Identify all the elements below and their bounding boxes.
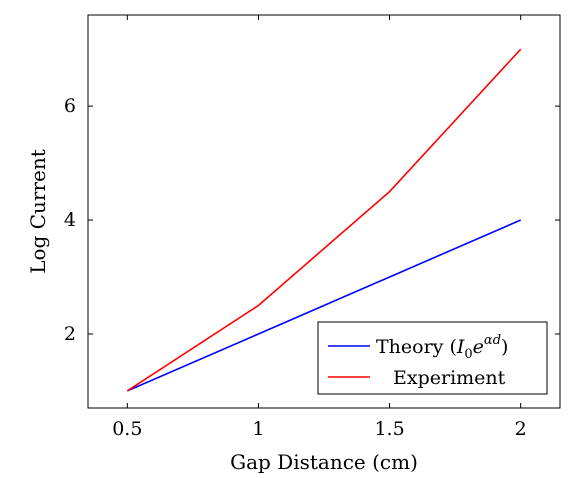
x-tick-label: 1 — [252, 418, 264, 440]
y-tick-label: 6 — [64, 95, 76, 117]
plot-frame — [87, 14, 561, 409]
x-tick-label: 0.5 — [112, 418, 142, 440]
y-tick-label: 4 — [64, 209, 76, 231]
y-tick-label: 2 — [64, 323, 76, 345]
legend-box — [317, 321, 548, 395]
series-line-theory — [126, 219, 522, 392]
legend-label-theory: Theory (I0eαd) — [376, 333, 508, 362]
series-lines — [126, 48, 522, 392]
legend-label-experiment: Experiment — [393, 367, 506, 389]
x-tick-label: 1.5 — [374, 418, 404, 440]
series-line-experiment — [126, 48, 522, 392]
y-axis-label: Log Current — [26, 149, 50, 274]
x-axis-label: Gap Distance (cm) — [230, 450, 418, 474]
plot-area — [87, 14, 561, 409]
axis-ticks: 0.5 1 1.5 2 2 4 6 — [64, 15, 560, 440]
legend: Theory (I0eαd) Experiment — [317, 321, 548, 395]
x-tick-label: 2 — [515, 418, 527, 440]
